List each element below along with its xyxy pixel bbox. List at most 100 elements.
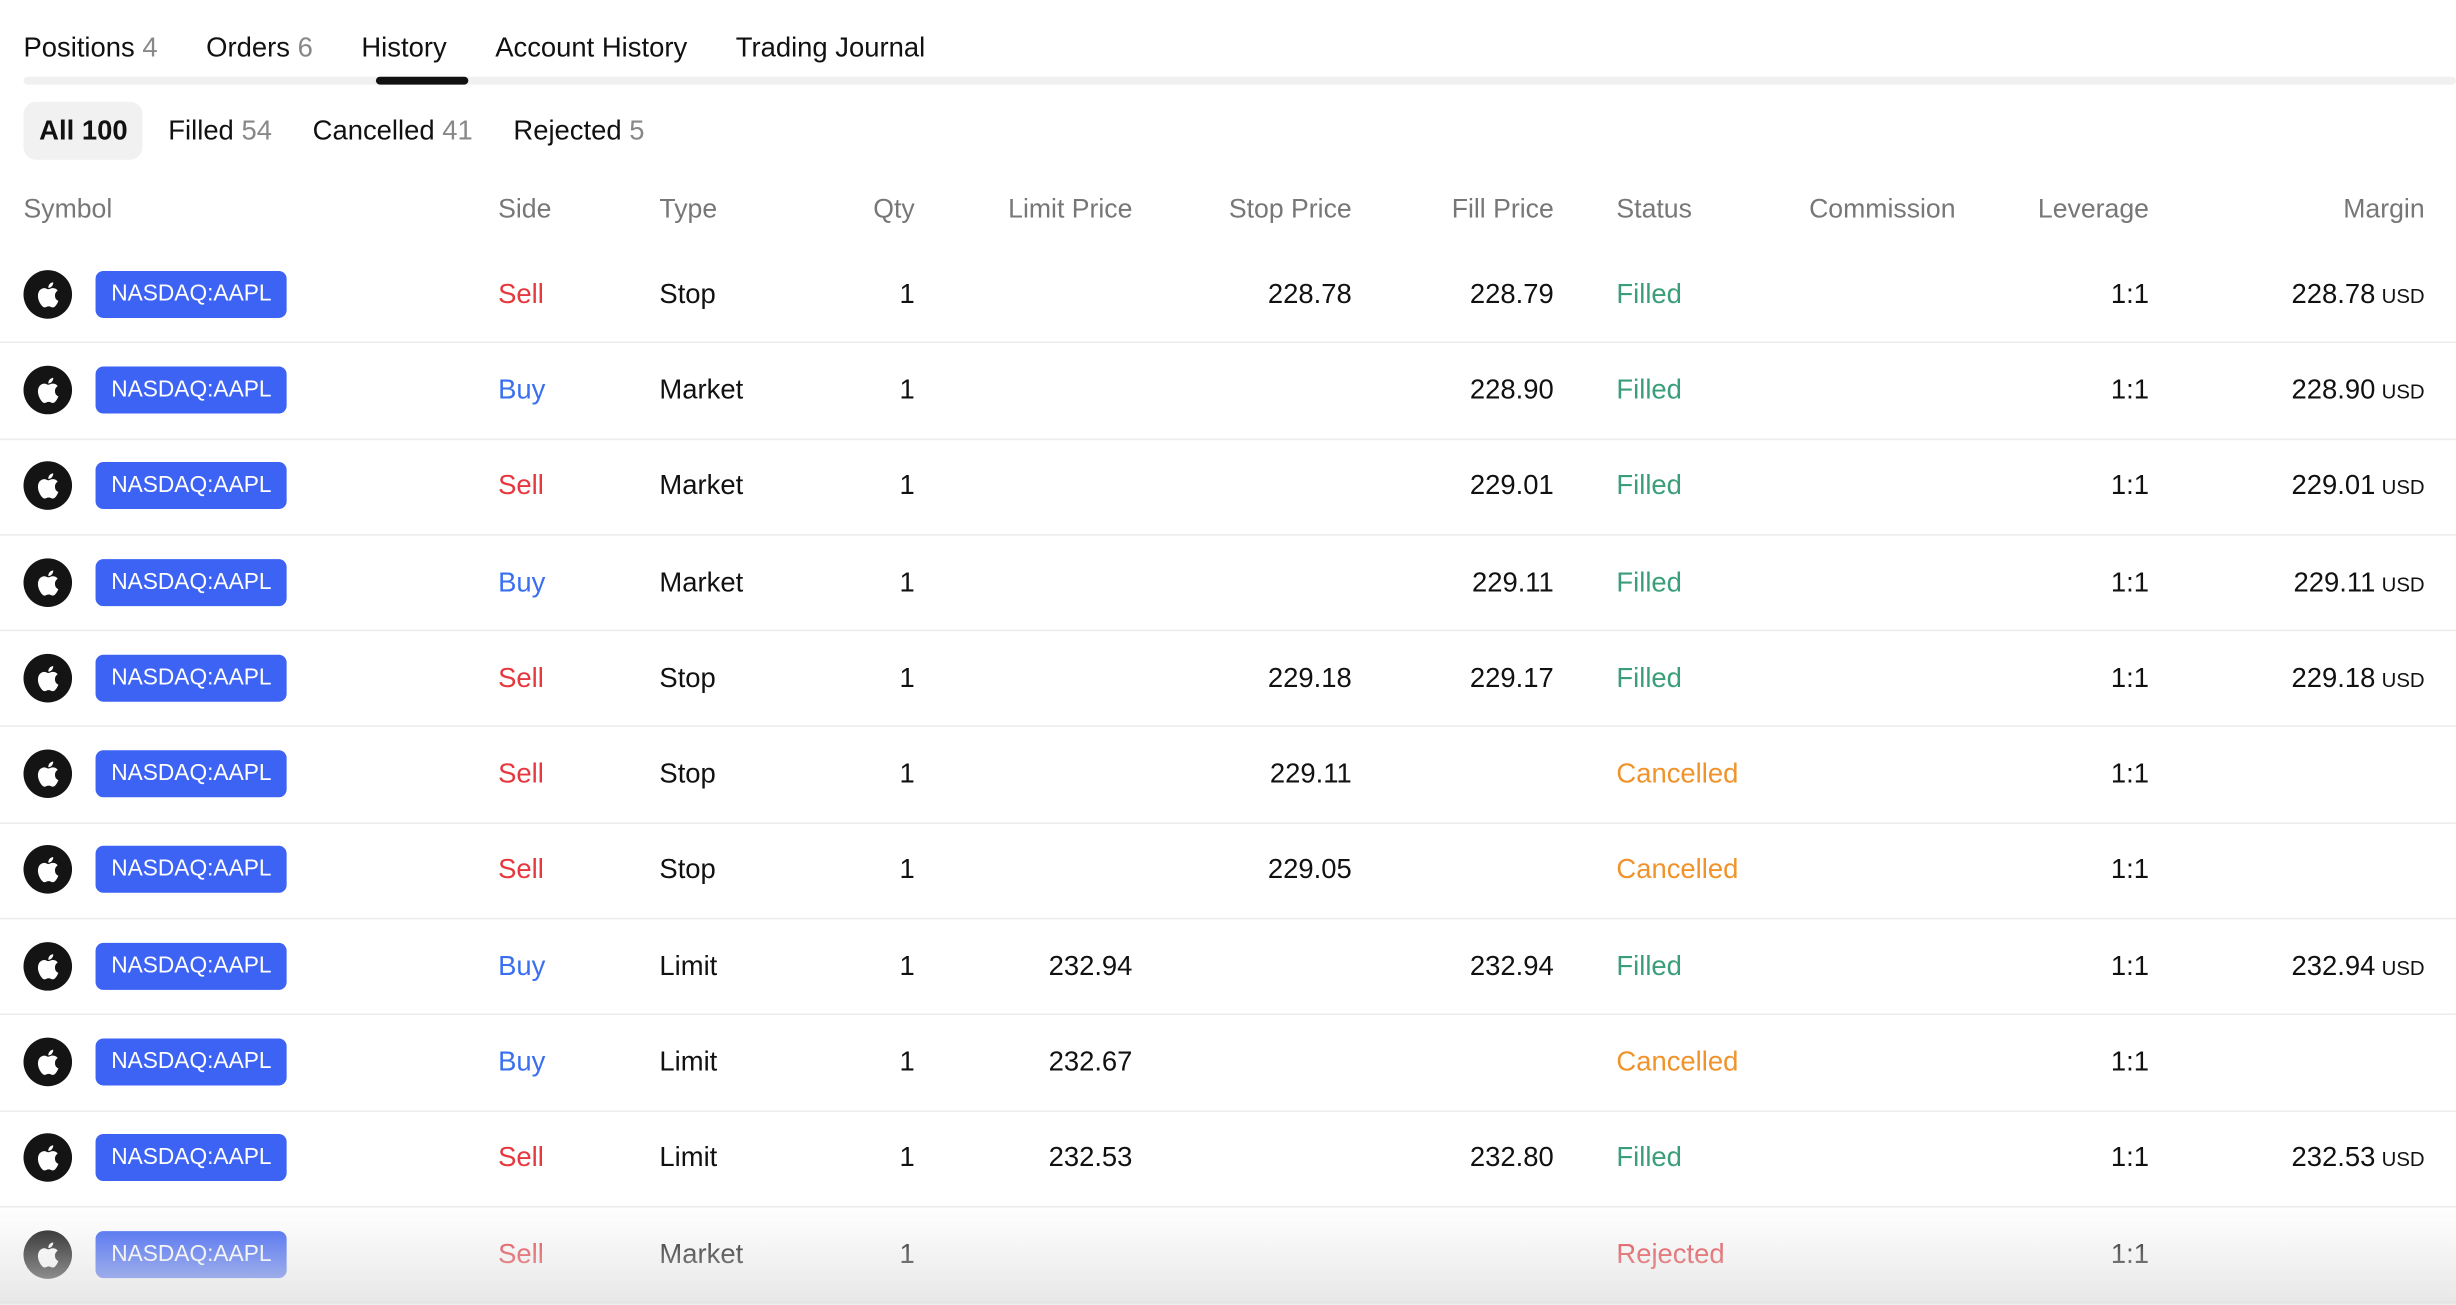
apple-logo-icon [23,941,73,991]
col-symbol[interactable]: Symbol [23,194,113,224]
fill-price-cell: 232.94 [1469,949,1554,981]
col-commission[interactable]: Commission [1809,194,1956,224]
side-cell: Sell [498,1237,544,1269]
symbol-badge[interactable]: NASDAQ:AAPL [95,1134,288,1182]
margin-cell [2418,758,2424,791]
margin-value: 228.78 [2291,277,2376,309]
type-cell: Limit [659,949,718,981]
type-cell: Limit [659,1045,718,1077]
symbol-badge[interactable]: NASDAQ:AAPL [95,942,288,990]
tab-bar: Positions 4 Orders 6 History Account Histor… [23,31,973,64]
table-row[interactable]: NASDAQ:AAPL Sell Stop 1 229.11 Cancelled… [0,726,2456,824]
col-type[interactable]: Type [659,194,718,224]
symbol-badge[interactable]: NASDAQ:AAPL [95,750,288,798]
limit-price-cell: 232.67 [1048,1045,1133,1077]
apple-logo-icon [23,845,73,895]
filter-rejected[interactable]: Rejected 5 [498,102,660,160]
tab-history[interactable]: History [361,31,446,64]
leverage-cell: 1:1 [2110,277,2149,309]
tab-label: History [361,31,447,63]
table-row[interactable]: NASDAQ:AAPL Buy Market 1 228.90 Filled 1… [0,342,2456,440]
margin-currency: USD [2381,667,2425,692]
tab-account-history[interactable]: Account History [495,31,687,64]
filter-count: 54 [241,114,272,146]
table-row[interactable]: NASDAQ:AAPL Sell Limit 1 232.53 232.80 F… [0,1110,2456,1208]
filter-all[interactable]: All 100 [23,101,144,160]
margin-cell: 232.53 USD [2292,1142,2425,1175]
margin-value: 232.94 [2291,949,2376,981]
table-row[interactable]: NASDAQ:AAPL Buy Limit 1 232.94 232.94 Fi… [0,918,2456,1016]
table-row[interactable]: NASDAQ:AAPL Sell Stop 1 228.78 228.79 Fi… [0,246,2456,344]
margin-currency: USD [2381,1147,2425,1172]
type-cell: Stop [659,853,716,885]
tab-label: Positions [23,31,135,63]
side-cell: Sell [498,853,544,885]
apple-logo-icon [23,269,73,319]
tab-trading-journal[interactable]: Trading Journal [736,31,925,64]
qty-cell: 1 [899,757,915,789]
status-cell: Cancelled [1616,1045,1739,1077]
tab-count: 6 [297,31,313,63]
tab-count: 4 [142,31,158,63]
symbol-badge[interactable]: NASDAQ:AAPL [95,366,288,414]
status-cell: Filled [1616,469,1682,501]
col-fill-price[interactable]: Fill Price [1451,194,1554,224]
margin-cell: 229.11 USD [2294,565,2425,598]
side-cell: Sell [498,1141,544,1173]
col-margin[interactable]: Margin [2343,194,2425,224]
symbol-badge[interactable]: NASDAQ:AAPL [95,1038,288,1086]
table-row[interactable]: NASDAQ:AAPL Buy Limit 1 232.67 Cancelled… [0,1014,2456,1112]
fill-price-cell: 228.90 [1469,373,1554,405]
col-stop-price[interactable]: Stop Price [1228,194,1352,224]
col-limit-price[interactable]: Limit Price [1008,194,1133,224]
status-cell: Filled [1616,1141,1682,1173]
stop-price-cell: 229.11 [1269,757,1352,789]
qty-cell: 1 [899,373,915,405]
col-leverage[interactable]: Leverage [2037,194,2149,224]
symbol-badge[interactable]: NASDAQ:AAPL [95,270,288,318]
status-cell: Filled [1616,565,1682,597]
filter-label: Cancelled [312,114,435,146]
margin-value: 228.90 [2291,373,2376,405]
margin-currency: USD [2381,475,2425,500]
tab-orders[interactable]: Orders 6 [206,31,313,64]
leverage-cell: 1:1 [2110,373,2149,405]
filter-filled[interactable]: Filled 54 [153,102,288,160]
leverage-cell: 1:1 [2110,1141,2149,1173]
side-cell: Buy [498,1045,546,1077]
symbol-badge[interactable]: NASDAQ:AAPL [95,558,288,606]
table-row[interactable]: NASDAQ:AAPL Buy Market 1 229.11 Filled 1… [0,534,2456,632]
margin-value: 229.01 [2291,469,2376,501]
table-header: Symbol Side Type Qty Limit Price Stop Pr… [0,191,2456,229]
col-side[interactable]: Side [498,194,552,224]
side-cell: Buy [498,373,546,405]
type-cell: Market [659,1237,744,1269]
table-row[interactable]: NASDAQ:AAPL Sell Stop 1 229.18 229.17 Fi… [0,630,2456,728]
margin-currency: USD [2381,955,2425,980]
margin-currency: USD [2381,571,2425,596]
margin-value: 232.53 [2291,1141,2376,1173]
apple-logo-icon [23,653,73,703]
table-row[interactable]: NASDAQ:AAPL Sell Market 1 Rejected 1:1 [0,1206,2456,1304]
tab-positions[interactable]: Positions 4 [23,31,157,64]
type-cell: Market [659,373,744,405]
table-row[interactable]: NASDAQ:AAPL Sell Stop 1 229.05 Cancelled… [0,822,2456,920]
symbol-badge[interactable]: NASDAQ:AAPL [95,654,288,702]
margin-cell: 229.18 USD [2292,661,2425,694]
table-row[interactable]: NASDAQ:AAPL Sell Market 1 229.01 Filled … [0,438,2456,536]
col-qty[interactable]: Qty [873,194,915,224]
type-cell: Stop [659,277,716,309]
symbol-badge[interactable]: NASDAQ:AAPL [95,1230,288,1278]
symbol-badge[interactable]: NASDAQ:AAPL [95,846,288,894]
filter-cancelled[interactable]: Cancelled 41 [297,102,488,160]
filter-label: Rejected [513,114,622,146]
leverage-cell: 1:1 [2110,757,2149,789]
stop-price-cell: 228.78 [1267,277,1352,309]
filter-label: All [39,114,75,146]
qty-cell: 1 [899,565,915,597]
limit-price-cell: 232.53 [1048,1141,1133,1173]
col-status[interactable]: Status [1616,194,1692,224]
symbol-badge[interactable]: NASDAQ:AAPL [95,462,288,510]
margin-currency: USD [2381,283,2425,308]
side-cell: Sell [498,661,544,693]
